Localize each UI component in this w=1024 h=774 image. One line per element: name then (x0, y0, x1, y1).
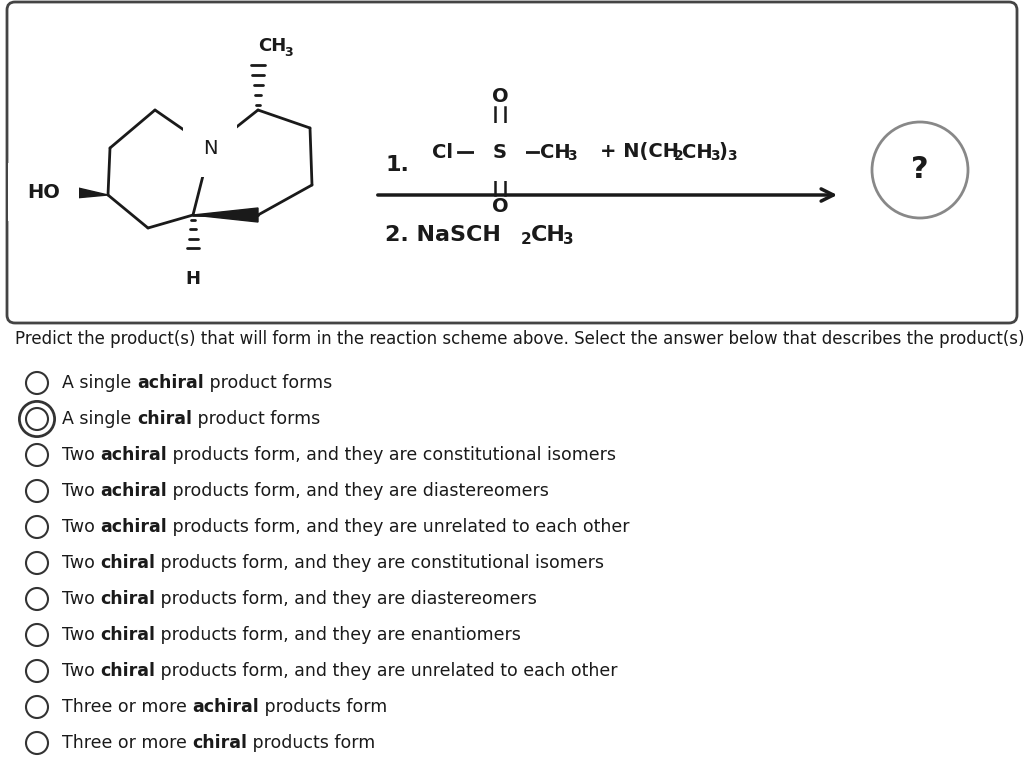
Text: achiral: achiral (100, 518, 167, 536)
Text: products form: products form (259, 698, 387, 716)
Text: products form, and they are unrelated to each other: products form, and they are unrelated to… (156, 662, 617, 680)
Text: 3: 3 (567, 149, 577, 163)
Text: chiral: chiral (137, 410, 191, 428)
Text: H: H (185, 270, 201, 288)
Text: S: S (493, 142, 507, 162)
Text: product forms: product forms (191, 410, 319, 428)
Text: N: N (203, 139, 217, 157)
Text: products form, and they are diastereomers: products form, and they are diastereomer… (167, 482, 549, 500)
Text: A single: A single (62, 410, 137, 428)
Text: products form: products form (248, 734, 376, 752)
Text: CH: CH (682, 142, 713, 162)
Text: CH: CH (258, 37, 287, 55)
Text: ?: ? (911, 156, 929, 184)
Text: HO: HO (27, 183, 60, 201)
Text: chiral: chiral (193, 734, 248, 752)
Text: Two: Two (62, 590, 100, 608)
Text: 2: 2 (674, 149, 684, 163)
Text: Two: Two (62, 482, 100, 500)
Text: CH: CH (531, 225, 566, 245)
Text: Two: Two (62, 518, 100, 536)
Text: ): ) (718, 142, 727, 162)
Text: CH: CH (540, 142, 570, 162)
Polygon shape (65, 185, 108, 199)
Text: 3: 3 (710, 149, 720, 163)
Text: 3: 3 (284, 46, 293, 59)
Text: 1.: 1. (385, 155, 409, 175)
Text: Cl: Cl (432, 142, 453, 162)
Text: achiral: achiral (100, 446, 167, 464)
FancyBboxPatch shape (7, 2, 1017, 323)
Text: chiral: chiral (100, 554, 156, 572)
Text: products form, and they are constitutional isomers: products form, and they are constitution… (167, 446, 616, 464)
Text: products form, and they are constitutional isomers: products form, and they are constitution… (156, 554, 604, 572)
Text: products form, and they are diastereomers: products form, and they are diastereomer… (156, 590, 538, 608)
Text: 3: 3 (563, 231, 573, 246)
Text: Two: Two (62, 662, 100, 680)
Text: achiral: achiral (100, 482, 167, 500)
Text: achiral: achiral (193, 698, 259, 716)
Text: Three or more: Three or more (62, 734, 193, 752)
Polygon shape (193, 208, 258, 222)
Text: chiral: chiral (100, 590, 156, 608)
Text: Two: Two (62, 626, 100, 644)
Text: chiral: chiral (100, 662, 156, 680)
Text: Two: Two (62, 554, 100, 572)
Text: 2: 2 (521, 231, 531, 246)
Text: Two: Two (62, 446, 100, 464)
Text: O: O (492, 197, 508, 217)
Text: Predict the product(s) that will form in the reaction scheme above. Select the a: Predict the product(s) that will form in… (15, 330, 1024, 348)
Text: chiral: chiral (100, 626, 156, 644)
Text: + N(CH: + N(CH (600, 142, 679, 162)
Text: Three or more: Three or more (62, 698, 193, 716)
Text: O: O (492, 87, 508, 107)
Text: products form, and they are enantiomers: products form, and they are enantiomers (156, 626, 521, 644)
Text: products form, and they are unrelated to each other: products form, and they are unrelated to… (167, 518, 630, 536)
Text: 3: 3 (727, 149, 736, 163)
Text: product forms: product forms (204, 374, 332, 392)
Text: achiral: achiral (137, 374, 204, 392)
Text: A single: A single (62, 374, 137, 392)
Text: 2. NaSCH: 2. NaSCH (385, 225, 501, 245)
